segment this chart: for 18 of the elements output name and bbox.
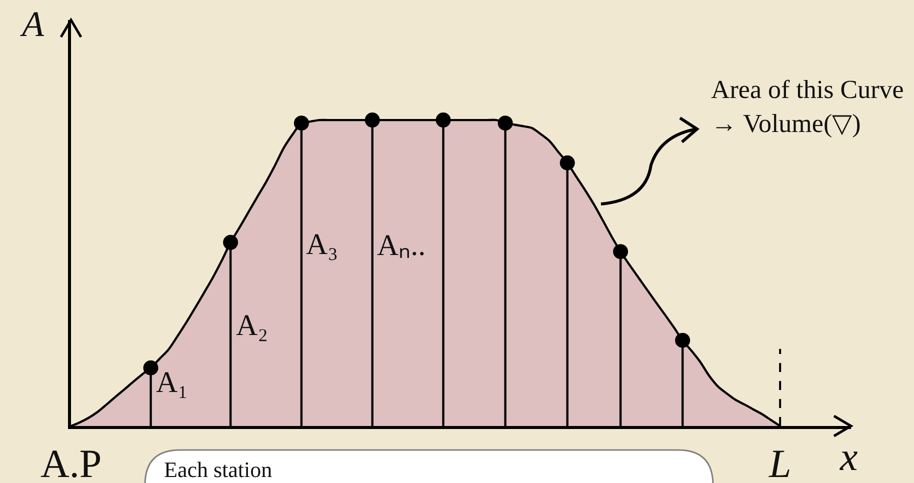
annotation: A₁ <box>156 366 188 399</box>
point <box>613 244 628 260</box>
x-tick-label: A.P <box>40 440 102 483</box>
point <box>294 116 309 131</box>
point <box>223 234 238 250</box>
x-tick-label: L <box>768 440 792 483</box>
annotation: A₂ <box>236 309 268 342</box>
point <box>436 112 451 128</box>
point <box>560 155 575 170</box>
x-axis-title: x <box>839 434 858 479</box>
annotation: Area of this Curve → Volume(▽) <box>711 75 904 138</box>
annotation: Aₙ.. <box>377 229 426 262</box>
point <box>498 116 513 131</box>
point <box>364 112 380 128</box>
annotation: A₃ <box>306 228 338 261</box>
text: Each station <box>164 457 272 482</box>
y-axis-title: A <box>20 4 45 44</box>
point <box>675 332 690 348</box>
